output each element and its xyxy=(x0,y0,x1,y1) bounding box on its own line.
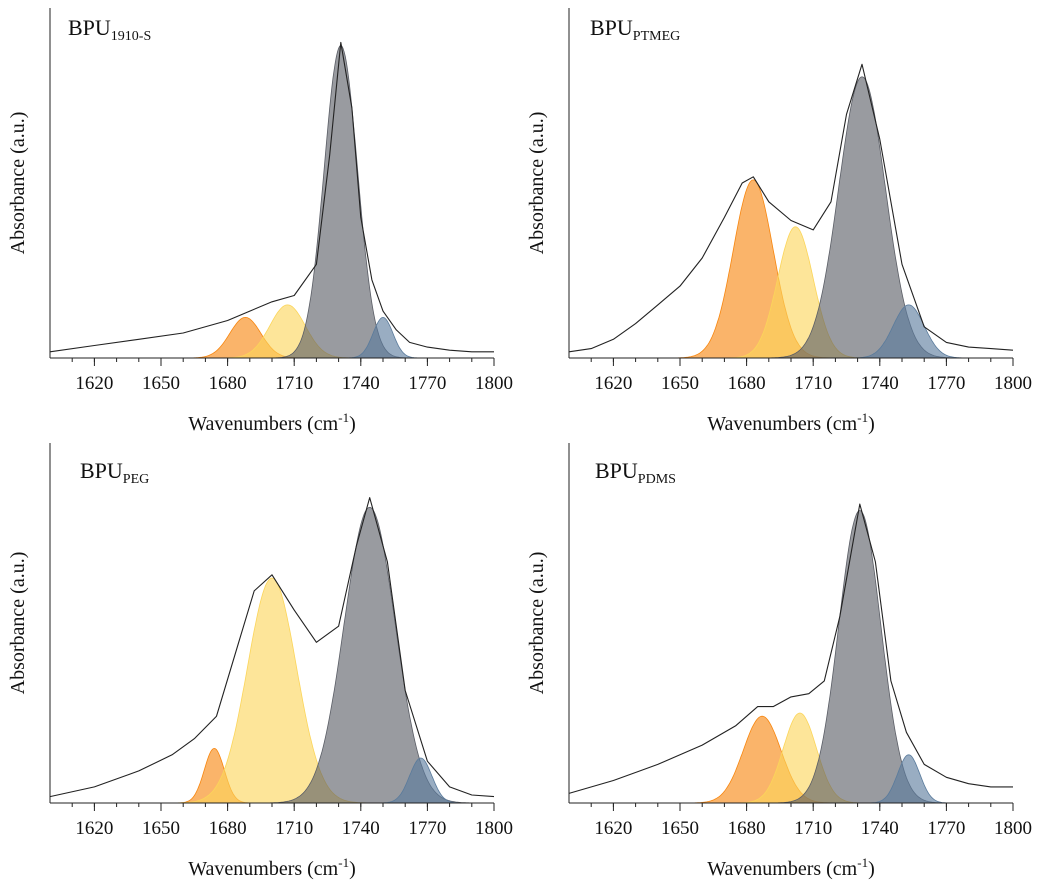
x-tick-label: 1710 xyxy=(794,373,832,394)
panel-title: BPUPEG xyxy=(80,458,149,487)
x-tick-label: 1770 xyxy=(927,373,965,394)
x-tick-label: 1740 xyxy=(342,818,380,839)
peak-component-4 xyxy=(376,757,466,804)
x-tick-label: 1770 xyxy=(408,373,446,394)
x-tick-label: 1680 xyxy=(728,373,766,394)
x-tick-label: 1710 xyxy=(275,818,313,839)
x-axis-title: Wavenumbers (cm-1) xyxy=(188,410,356,435)
x-tick-label: 1620 xyxy=(75,373,113,394)
chart-panel-1: 1620 1650 1680 1710 1740 1770 1800 Wavenumbers … xyxy=(7,8,513,435)
spectrum-envelope-line xyxy=(568,503,1013,794)
x-tick-label: 1710 xyxy=(794,818,832,839)
x-tick-label: 1740 xyxy=(861,818,899,839)
x-tick-label: 1650 xyxy=(142,818,180,839)
y-axis-title: Absorbance (a.u.) xyxy=(7,112,29,255)
x-tick-label: 1650 xyxy=(142,373,180,394)
panel-title: BPUPTMEG xyxy=(590,15,680,44)
peak-component-4 xyxy=(864,754,954,804)
x-tick-label: 1680 xyxy=(209,818,247,839)
peak-component-4 xyxy=(343,316,423,359)
x-tick-label: 1650 xyxy=(661,818,699,839)
peak-component-4 xyxy=(846,304,971,359)
x-tick-label: 1620 xyxy=(594,818,632,839)
x-tick-label: 1800 xyxy=(994,818,1032,839)
chart-panel-4: 1620 1650 1680 1710 1740 1770 1800 Wavenumbers … xyxy=(526,443,1032,880)
x-tick-label: 1650 xyxy=(661,373,699,394)
spectrum-envelope-line xyxy=(49,41,494,353)
panel-title: BPU1910-S xyxy=(68,15,151,44)
y-axis-title: Absorbance (a.u.) xyxy=(526,112,548,255)
chart-panel-3: 1620 1650 1680 1710 1740 1770 1800 Wavenumbers … xyxy=(7,443,513,880)
x-tick-label: 1800 xyxy=(475,373,513,394)
x-tick-label: 1740 xyxy=(342,373,380,394)
y-axis-title: Absorbance (a.u.) xyxy=(526,552,548,695)
x-tick-label: 1770 xyxy=(408,818,446,839)
panel-title: BPUPDMS xyxy=(595,458,676,487)
spectrum-envelope-line xyxy=(568,63,1014,353)
x-tick-label: 1620 xyxy=(75,818,113,839)
x-axis-title: Wavenumbers (cm-1) xyxy=(188,855,356,880)
x-tick-label: 1680 xyxy=(209,373,247,394)
x-tick-label: 1740 xyxy=(861,373,899,394)
spectrum-envelope-line xyxy=(49,497,495,798)
y-axis-title: Absorbance (a.u.) xyxy=(7,552,29,695)
chart-panel-2: 1620 1650 1680 1710 1740 1770 1800 Wavenumbers … xyxy=(526,8,1032,435)
x-tick-label: 1800 xyxy=(994,373,1032,394)
x-axis-title: Wavenumbers (cm-1) xyxy=(707,410,875,435)
x-axis-title: Wavenumbers (cm-1) xyxy=(707,855,875,880)
x-tick-label: 1770 xyxy=(927,818,965,839)
x-tick-label: 1710 xyxy=(275,373,313,394)
x-tick-label: 1620 xyxy=(594,373,632,394)
x-tick-label: 1800 xyxy=(475,818,513,839)
x-tick-label: 1680 xyxy=(728,818,766,839)
